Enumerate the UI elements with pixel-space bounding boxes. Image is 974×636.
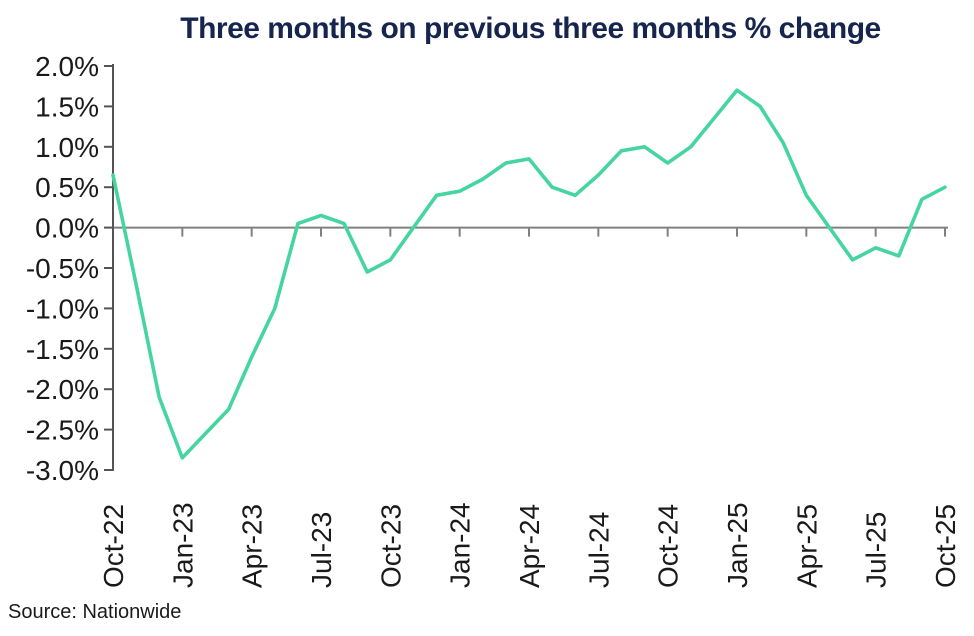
x-axis-label: Oct-22 <box>98 504 129 588</box>
y-axis-label: 1.5% <box>35 91 99 122</box>
line-chart-svg: Oct-22 Jan-23 Apr-23 Jul-23 Oct-23 Jan-24 Apr-… <box>26 51 961 588</box>
y-axis-label: 1.0% <box>35 132 99 163</box>
y-axis-label: 2.0% <box>35 51 99 82</box>
y-axis-label: -2.5% <box>26 415 99 446</box>
x-axis-label: Apr-24 <box>514 504 545 588</box>
x-axis-label: Jan-24 <box>445 502 476 588</box>
y-axis-label: -0.5% <box>26 253 99 284</box>
y-axis-label: -1.5% <box>26 334 99 365</box>
y-axis-label: -3.0% <box>26 455 99 486</box>
x-axis-label: Oct-25 <box>930 504 961 588</box>
y-axis-label: 0.0% <box>35 213 99 244</box>
line-chart: Oct-22 Jan-23 Apr-23 Jul-23 Oct-23 Jan-24 Apr-… <box>26 51 961 588</box>
source-note: Source: Nationwide <box>8 601 182 623</box>
chart-title: Three months on previous three months % … <box>180 12 881 45</box>
x-axis-label: Oct-24 <box>653 504 684 588</box>
x-axis-label: Apr-25 <box>791 504 822 588</box>
y-axis-label: -2.0% <box>26 374 99 405</box>
x-axis-label: Oct-23 <box>375 504 406 588</box>
x-axis-label: Jan-25 <box>722 502 753 588</box>
x-axis-label: Jan-23 <box>167 502 198 588</box>
y-axis-label: -1.0% <box>26 293 99 324</box>
x-axis-label: Jul-25 <box>861 512 892 588</box>
x-axis-label: Jul-24 <box>583 512 614 588</box>
data-line-series <box>111 88 947 460</box>
y-axis-label: 0.5% <box>35 172 99 203</box>
x-axis-label: Apr-23 <box>237 504 268 588</box>
x-axis-label: Jul-23 <box>306 512 337 588</box>
